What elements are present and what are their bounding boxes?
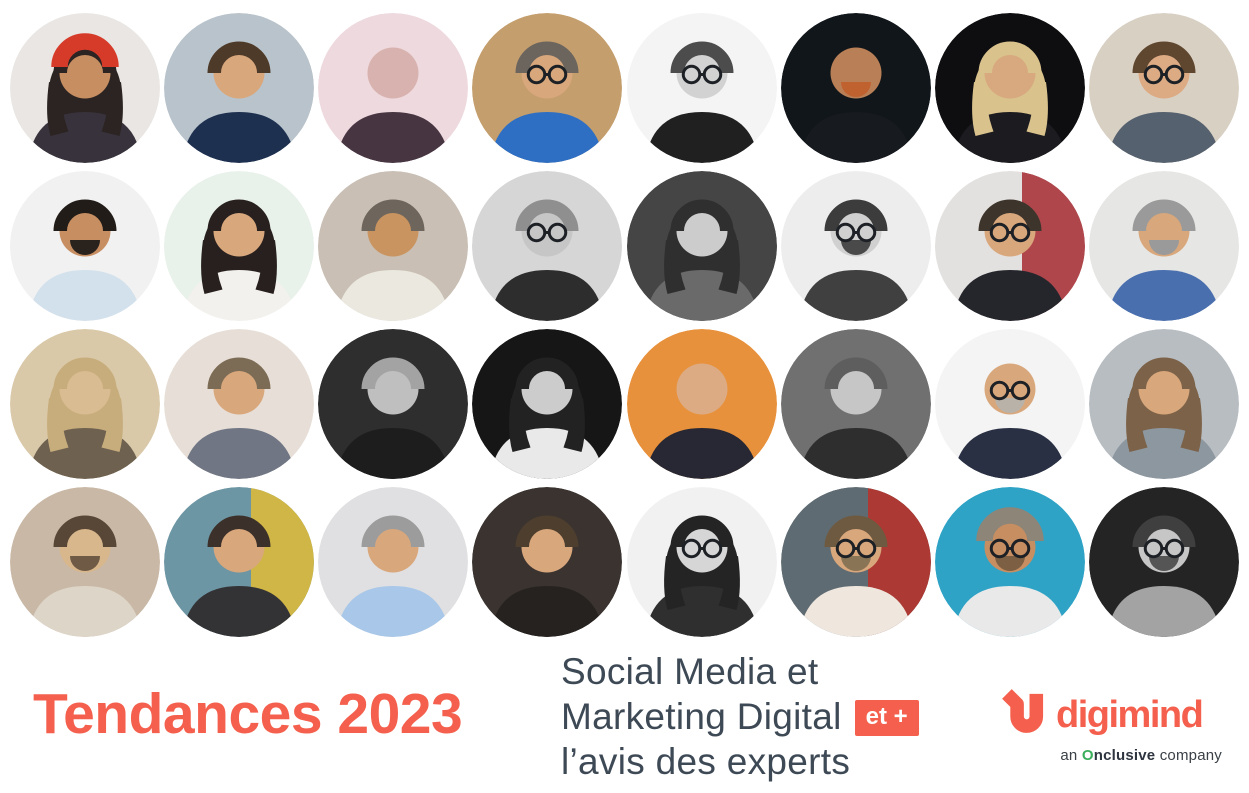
portrait-row <box>10 13 1239 163</box>
portrait-photo <box>780 171 931 321</box>
digimind-logo: digimind an Onclusive company <box>1000 686 1222 764</box>
portrait-photo <box>934 171 1085 321</box>
digimind-logo-row: digimind <box>1000 686 1222 743</box>
portrait-photo <box>164 487 315 637</box>
portrait-photo <box>318 329 469 479</box>
portrait-photo <box>472 329 623 479</box>
portrait-photo <box>626 13 777 163</box>
portrait-image <box>934 171 1085 321</box>
portrait-image <box>626 329 777 479</box>
portrait-image <box>934 487 1085 637</box>
portrait-photo <box>472 13 623 163</box>
portrait-image <box>780 13 931 163</box>
portrait-photo <box>10 13 160 163</box>
portrait-row <box>10 329 1239 479</box>
portrait-photo <box>164 13 315 163</box>
portrait-image <box>780 329 931 479</box>
portrait-photo <box>164 329 315 479</box>
portrait-photo <box>10 487 160 637</box>
portrait-image <box>780 487 931 637</box>
portrait-row <box>10 171 1239 321</box>
portrait-image <box>164 329 315 479</box>
portrait-photo <box>626 329 777 479</box>
tagline-prefix: an <box>1060 747 1082 764</box>
portrait-photo <box>10 329 160 479</box>
portrait-photo <box>934 13 1085 163</box>
portrait-row <box>10 487 1239 637</box>
portrait-photo <box>318 13 469 163</box>
portrait-photo <box>164 171 315 321</box>
portrait-image <box>626 487 777 637</box>
subtitle-line-3: l’avis des experts <box>561 741 851 782</box>
subtitle-line-2-text: Marketing Digital <box>561 696 842 737</box>
portrait-photo <box>10 171 160 321</box>
portrait-image <box>626 171 777 321</box>
tagline-suffix: company <box>1155 747 1222 764</box>
portrait-image <box>164 487 315 637</box>
onclusive-tagline: an Onclusive company <box>1000 747 1222 764</box>
portrait-photo <box>626 487 777 637</box>
portrait-image <box>10 171 160 321</box>
portrait-photo <box>780 13 931 163</box>
portrait-image <box>318 171 469 321</box>
portrait-photo <box>780 329 931 479</box>
subtitle-line-2: Marketing Digital et + <box>561 694 919 739</box>
tagline-brand-o: O <box>1081 747 1094 764</box>
portrait-image <box>1088 13 1239 163</box>
portrait-photo <box>318 487 469 637</box>
subtitle-line-1: Social Media et <box>561 651 819 692</box>
portrait-image <box>472 487 623 637</box>
portrait-image <box>780 171 931 321</box>
portrait-photo <box>934 329 1085 479</box>
portrait-image <box>318 329 469 479</box>
portrait-image <box>472 171 623 321</box>
portrait-photo <box>1088 171 1239 321</box>
portrait-image <box>318 13 469 163</box>
portrait-photo <box>472 171 623 321</box>
portrait-photo <box>1088 13 1239 163</box>
portrait-image <box>1088 329 1239 479</box>
digimind-logo-icon <box>1000 686 1050 743</box>
portrait-photo <box>1088 329 1239 479</box>
portrait-image <box>10 487 160 637</box>
digimind-wordmark: digimind <box>1056 693 1204 736</box>
tagline-brand-rest: nclusive <box>1093 747 1156 764</box>
portrait-image <box>318 487 469 637</box>
portrait-photo <box>780 487 931 637</box>
portrait-image <box>472 13 623 163</box>
portrait-photo <box>934 487 1085 637</box>
portrait-image <box>164 171 315 321</box>
portrait-image <box>934 329 1085 479</box>
portrait-image <box>934 13 1085 163</box>
portrait-image <box>164 13 315 163</box>
portrait-image <box>472 329 623 479</box>
portrait-image <box>10 13 160 163</box>
portrait-image <box>1088 171 1239 321</box>
et-plus-badge: et + <box>854 700 919 736</box>
portrait-image <box>626 13 777 163</box>
portrait-image <box>10 329 160 479</box>
portrait-photo <box>318 171 469 321</box>
portrait-photo <box>1088 487 1239 637</box>
page-title: Tendances 2023 <box>33 682 463 746</box>
portrait-grid <box>10 13 1239 645</box>
portrait-photo <box>626 171 777 321</box>
portrait-image <box>1088 487 1239 637</box>
subtitle-block: Social Media et Marketing Digital et + l’… <box>561 649 919 784</box>
portrait-photo <box>472 487 623 637</box>
